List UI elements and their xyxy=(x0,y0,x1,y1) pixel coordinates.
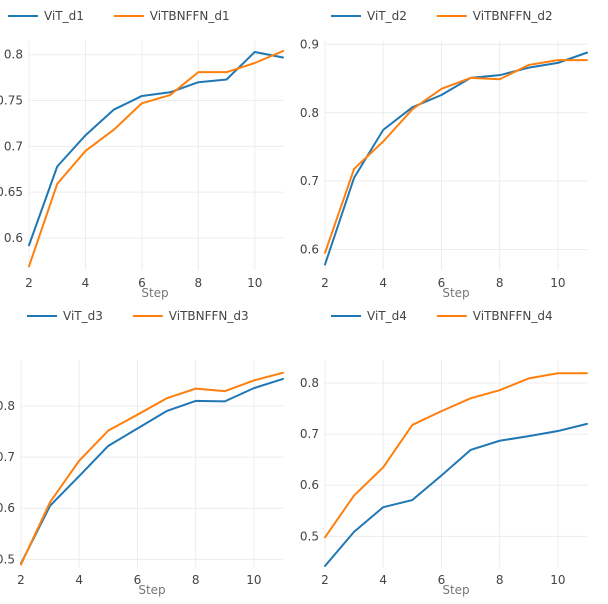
legend-label: ViTBNFFN_d1 xyxy=(150,9,230,23)
x-tick-label: 2 xyxy=(17,573,25,587)
x-tick-label: 6 xyxy=(134,573,142,587)
series-line-ViT_d3 xyxy=(20,377,284,565)
y-tick-label: 0.8 xyxy=(4,48,23,62)
x-tick-label: 10 xyxy=(247,276,262,290)
x-tick-label: 6 xyxy=(438,276,446,290)
y-tick-label: 0.6 xyxy=(300,478,319,492)
y-tick-label: 0.7 xyxy=(300,174,319,188)
y-tick-label: 0.8 xyxy=(300,106,319,120)
legend-label: ViT_d3 xyxy=(63,309,103,323)
legend-label: ViT_d4 xyxy=(367,309,407,323)
y-tick-label: 0.6 xyxy=(300,242,319,256)
y-tick-label: 0.7 xyxy=(4,139,23,153)
x-tick-label: 8 xyxy=(192,573,200,587)
x-tick-label: 8 xyxy=(496,276,504,290)
x-tick-label: 8 xyxy=(195,276,203,290)
x-tick-label: 8 xyxy=(496,573,504,587)
x-tick-label: 6 xyxy=(438,573,446,587)
x-tick-label: 6 xyxy=(138,276,146,290)
y-tick-label: 0.8 xyxy=(0,399,15,413)
legend-label: ViT_d2 xyxy=(367,9,407,23)
x-tick-label: 4 xyxy=(379,276,387,290)
x-axis-title: Step xyxy=(442,583,469,597)
y-tick-label: 0.75 xyxy=(0,94,23,108)
y-tick-label: 0.7 xyxy=(0,450,15,464)
x-tick-label: 2 xyxy=(321,276,329,290)
chart-2: 2 4 6 8 10 0.6 0.7 0.8 0.9 Step ViT_d2 ViTBNFFN_d2 xyxy=(300,9,588,300)
legend-label: ViTBNFFN_d3 xyxy=(169,309,249,323)
x-tick-label: 2 xyxy=(25,276,33,290)
x-tick-label: 2 xyxy=(321,573,329,587)
x-tick-label: 10 xyxy=(246,573,261,587)
y-tick-label: 0.5 xyxy=(300,529,319,543)
x-axis-title: Step xyxy=(442,286,469,300)
series-line-ViTBNFFN_d3 xyxy=(20,371,284,566)
chart-1: 2 4 6 8 10 0.6 0.65 0.7 0.75 0.8 Step ViT_d1 ViTBNFF… xyxy=(0,9,284,300)
y-tick-label: 0.65 xyxy=(0,185,23,199)
x-tick-label: 10 xyxy=(550,276,565,290)
y-tick-label: 0.9 xyxy=(300,37,319,51)
series-line-ViT_d1 xyxy=(28,50,284,247)
series-line-ViTBNFFN_d4 xyxy=(324,372,588,539)
legend-label: ViTBNFFN_d4 xyxy=(473,309,553,323)
x-tick-label: 4 xyxy=(75,573,83,587)
y-tick-label: 0.6 xyxy=(4,231,23,245)
x-tick-label: 4 xyxy=(379,573,387,587)
y-tick-label: 0.7 xyxy=(300,427,319,441)
y-tick-label: 0.5 xyxy=(0,552,15,566)
x-axis-title: Step xyxy=(141,286,168,300)
legend-label: ViTBNFFN_d2 xyxy=(473,9,553,23)
series-line-ViT_d4 xyxy=(324,422,588,567)
legend-label: ViT_d1 xyxy=(44,9,84,23)
chart-3: 2 4 6 8 10 0.5 0.6 0.7 0.8 Step ViT_d3 ViTBNFFN_d3 xyxy=(0,309,284,597)
series-line-ViTBNFFN_d1 xyxy=(28,50,284,268)
chart-4: 2 4 6 8 10 0.5 0.6 0.7 0.8 Step ViT_d4 ViTBNFFN_d4 xyxy=(300,309,588,597)
y-tick-label: 0.8 xyxy=(300,376,319,390)
x-tick-label: 10 xyxy=(550,573,565,587)
series-line-ViTBNFFN_d2 xyxy=(324,59,588,254)
y-tick-label: 0.6 xyxy=(0,501,15,515)
x-axis-title: Step xyxy=(138,583,165,597)
x-tick-label: 4 xyxy=(82,276,90,290)
